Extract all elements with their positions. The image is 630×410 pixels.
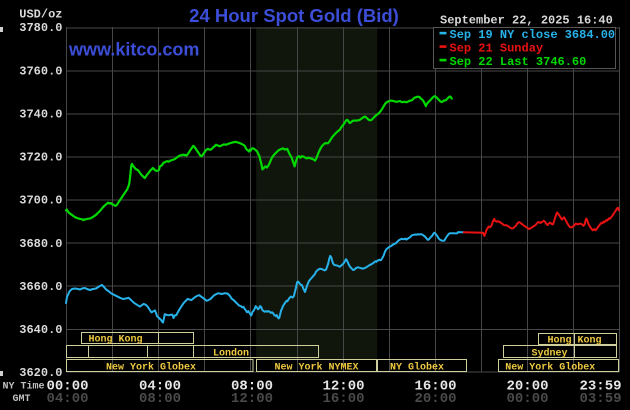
svg-text:3740.0: 3740.0: [19, 108, 62, 122]
svg-text:Sep 22 Last 3746.60: Sep 22 Last 3746.60: [450, 55, 587, 69]
svg-text:Sep 19 NY close 3684.00: Sep 19 NY close 3684.00: [450, 28, 616, 42]
svg-text:Sydney: Sydney: [532, 347, 568, 359]
svg-text:20:00: 20:00: [506, 379, 548, 395]
svg-text:3640.0: 3640.0: [19, 323, 62, 337]
svg-text:04:00: 04:00: [139, 379, 181, 395]
svg-text:Sep 21 Sunday: Sep 21 Sunday: [450, 42, 544, 56]
svg-text:3620.0: 3620.0: [19, 366, 62, 380]
svg-text:00:00: 00:00: [46, 379, 88, 395]
svg-text:3720.0: 3720.0: [19, 151, 62, 165]
svg-text:12:00: 12:00: [322, 379, 364, 395]
svg-text:Hong Kong: Hong Kong: [548, 335, 602, 346]
svg-text:08:00: 08:00: [231, 379, 273, 395]
svg-text:16:00: 16:00: [322, 391, 364, 407]
svg-text:3760.0: 3760.0: [19, 64, 62, 78]
svg-text:20:00: 20:00: [414, 391, 456, 407]
svg-text:16:00: 16:00: [414, 379, 456, 395]
svg-text:www.kitco.com: www.kitco.com: [68, 40, 199, 60]
svg-text:New York NYMEX: New York NYMEX: [275, 361, 359, 373]
svg-text:03:59: 03:59: [579, 391, 621, 407]
svg-text:NY Time: NY Time: [3, 381, 45, 393]
svg-text:3660.0: 3660.0: [19, 280, 62, 294]
svg-text:USD/oz: USD/oz: [19, 8, 62, 22]
svg-text:23:59: 23:59: [579, 379, 621, 395]
svg-text:London: London: [213, 347, 249, 359]
svg-text:New York Globex: New York Globex: [106, 361, 196, 373]
svg-text:September 22, 2025 16:40: September 22, 2025 16:40: [440, 14, 613, 28]
svg-text:GMT: GMT: [13, 394, 31, 405]
svg-text:08:00: 08:00: [139, 391, 181, 407]
svg-text:00:00: 00:00: [506, 391, 548, 407]
svg-text:NY Globex: NY Globex: [390, 361, 444, 373]
svg-text:04:00: 04:00: [46, 391, 88, 407]
svg-text:24 Hour Spot Gold (Bid): 24 Hour Spot Gold (Bid): [189, 5, 399, 26]
svg-text:Hong Kong: Hong Kong: [89, 334, 143, 345]
svg-text:12:00: 12:00: [231, 391, 273, 407]
svg-text:3700.0: 3700.0: [19, 194, 62, 208]
svg-text:3680.0: 3680.0: [19, 237, 62, 251]
svg-text:New York Globex: New York Globex: [505, 361, 595, 373]
svg-text:3780.0: 3780.0: [19, 21, 62, 35]
